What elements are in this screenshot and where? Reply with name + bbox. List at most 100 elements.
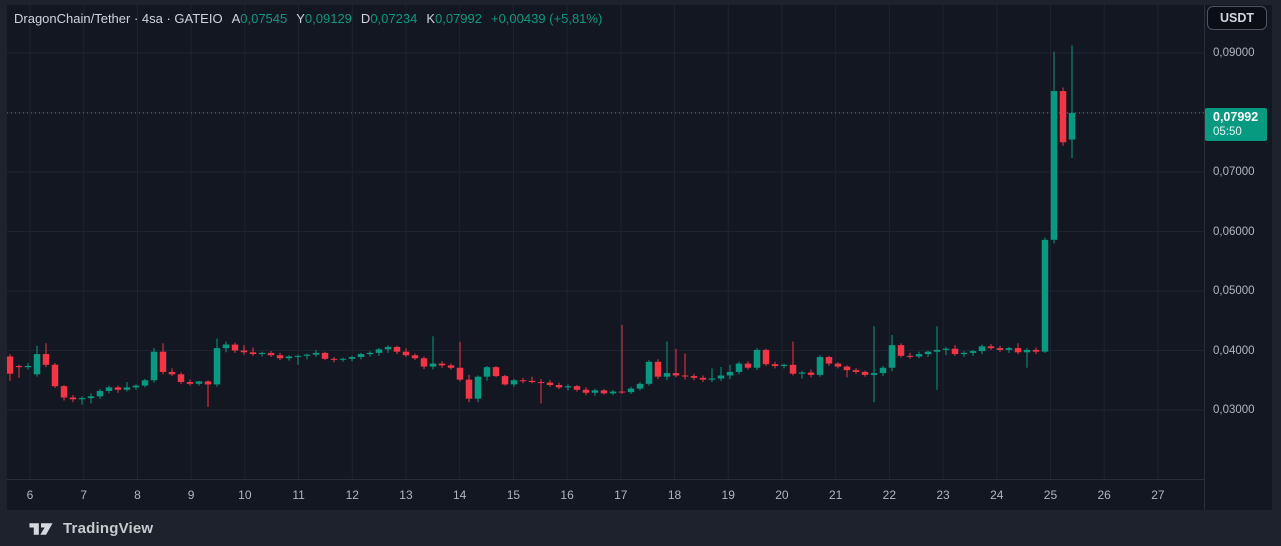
tradingview-brand-link[interactable]: TradingView xyxy=(63,520,154,537)
ohlc-item: D 0,07234 xyxy=(361,11,417,26)
footer-bar: TradingView xyxy=(0,511,1281,546)
candle-body xyxy=(96,390,104,397)
candle xyxy=(447,363,455,370)
candle-body xyxy=(321,352,329,359)
candle-body xyxy=(42,354,50,365)
candle xyxy=(132,384,140,390)
chart-pane[interactable]: DragonChain/Tether · 4sa · GATEIO A 0,075… xyxy=(7,5,1204,479)
candle-body xyxy=(51,364,59,387)
candle xyxy=(114,385,122,393)
ohlc-item-label: A xyxy=(231,11,241,26)
time-axis-label: 11 xyxy=(292,488,305,502)
candle xyxy=(636,382,644,391)
candle xyxy=(618,324,626,394)
candle-body xyxy=(438,363,446,366)
currency-toggle-button[interactable]: USDT xyxy=(1207,6,1267,30)
candle xyxy=(951,345,959,356)
candle-body xyxy=(807,372,815,375)
candle xyxy=(294,354,302,365)
candle xyxy=(204,380,212,408)
candle xyxy=(249,347,257,356)
candle xyxy=(7,354,14,381)
candle xyxy=(528,376,536,384)
time-axis-label: 23 xyxy=(936,488,950,502)
candle xyxy=(753,348,761,371)
candle xyxy=(717,367,725,381)
candle xyxy=(852,368,860,374)
candle-body xyxy=(771,364,779,366)
candle xyxy=(879,365,887,377)
candle-body xyxy=(474,376,482,399)
candle xyxy=(159,343,167,375)
candle-body xyxy=(195,381,203,384)
candle-body xyxy=(870,373,878,375)
candle-body xyxy=(312,352,320,355)
ohlc-item-label: D xyxy=(360,11,371,26)
candle-body xyxy=(267,352,275,356)
candle-body xyxy=(564,386,572,388)
candle-body xyxy=(789,364,797,374)
candle xyxy=(240,345,248,355)
candlestick-chart xyxy=(7,5,1204,479)
candle xyxy=(24,362,32,370)
candle-body xyxy=(285,356,293,359)
candle-body xyxy=(555,385,563,388)
candle-body xyxy=(735,363,743,372)
candle-body xyxy=(609,391,617,394)
tradingview-logo-icon[interactable] xyxy=(28,520,54,538)
candle-body xyxy=(465,379,473,399)
candle xyxy=(771,361,779,369)
price-axis-label: 0,05000 xyxy=(1213,285,1255,297)
candle-body xyxy=(987,346,995,349)
candle-body xyxy=(834,363,842,367)
symbol-title[interactable]: DragonChain/Tether · 4sa · GATEIO xyxy=(14,11,223,26)
candle xyxy=(78,396,86,405)
candle xyxy=(861,370,869,377)
candle-body xyxy=(402,351,410,356)
candle xyxy=(393,345,401,355)
candle-body xyxy=(7,356,14,374)
candle-body xyxy=(357,354,365,358)
candle-body xyxy=(753,349,761,368)
candle-body xyxy=(681,375,689,377)
candle-body xyxy=(726,371,734,376)
candle-body xyxy=(375,349,383,353)
candle xyxy=(303,353,311,360)
candle-body xyxy=(33,354,41,375)
candle-body xyxy=(510,380,518,385)
time-axis-label: 26 xyxy=(1097,488,1111,502)
candle xyxy=(825,355,833,366)
candle xyxy=(276,352,284,361)
candle xyxy=(1059,87,1067,146)
candle xyxy=(222,341,230,353)
candle xyxy=(726,364,734,380)
time-axis[interactable]: 6 7 8 9 10 11 12 13 14 15 16 17 18 19 20 21 22 23 24 25 26 27 xyxy=(7,479,1204,510)
candle xyxy=(429,336,437,370)
candle xyxy=(933,326,941,390)
candle xyxy=(699,375,707,383)
ohlc-item-label: Y xyxy=(296,11,305,26)
candle xyxy=(996,345,1004,352)
time-axis-label: 13 xyxy=(399,488,413,502)
candle xyxy=(519,377,527,384)
candle-body xyxy=(330,358,338,360)
candle xyxy=(600,389,608,395)
time-axis-label: 22 xyxy=(882,488,897,502)
time-axis-label: 17 xyxy=(614,488,628,502)
candle-body xyxy=(501,376,509,385)
candle-body xyxy=(141,380,149,386)
candle-body xyxy=(60,386,68,398)
current-price-value: 0,07992 xyxy=(1213,109,1259,124)
candle xyxy=(834,362,842,369)
candle-body xyxy=(654,361,662,377)
price-axis[interactable]: USDT 0,07992 05:50 0,09000 0,07000 0,06000… xyxy=(1204,5,1272,510)
candle-body xyxy=(204,381,212,385)
candle xyxy=(1032,347,1040,355)
ohlc-item-value: 0,07234 xyxy=(370,11,418,26)
candle xyxy=(69,395,77,403)
candle xyxy=(123,382,131,392)
candle xyxy=(438,361,446,368)
ohlc-item: K 0,07992 xyxy=(426,11,482,26)
candle-body xyxy=(114,387,122,390)
candle-body xyxy=(897,345,905,356)
